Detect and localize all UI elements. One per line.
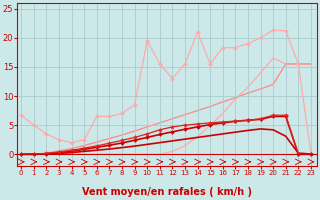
X-axis label: Vent moyen/en rafales ( km/h ): Vent moyen/en rafales ( km/h ) (82, 187, 252, 197)
